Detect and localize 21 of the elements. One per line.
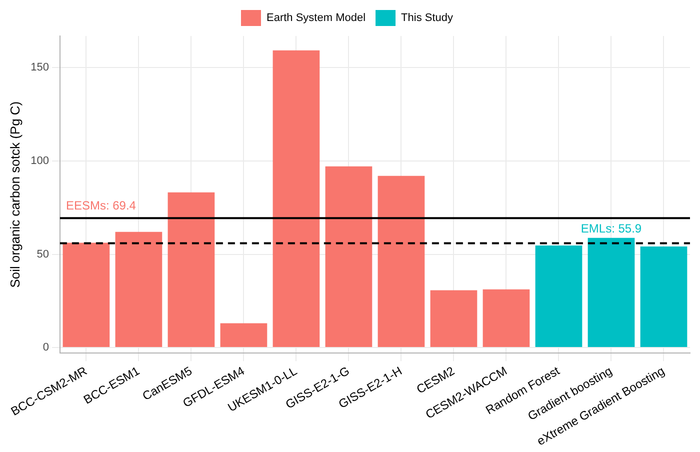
ref-line-label: EESMs: 69.4 [66, 198, 136, 212]
bar [115, 232, 162, 348]
bar [62, 242, 110, 348]
legend-label: Earth System Model [266, 12, 366, 24]
bar [325, 166, 372, 348]
y-tick-label: 50 [36, 248, 49, 260]
bar [168, 192, 215, 348]
y-tick-label: 100 [30, 155, 49, 168]
ref-line-label: EMLs: 55.9 [580, 222, 642, 236]
bar [640, 246, 688, 348]
y-axis-title: Soil organic carbon sotck (Pg C) [7, 101, 22, 288]
bar [220, 323, 268, 348]
y-tick-label: 150 [30, 62, 49, 74]
bar [378, 176, 425, 348]
bar [430, 290, 478, 348]
y-tick-label: 0 [42, 342, 49, 354]
bar [588, 238, 635, 348]
bar [535, 246, 582, 348]
legend-label: This Study [401, 12, 454, 24]
bar [482, 289, 530, 348]
bar [272, 50, 320, 348]
